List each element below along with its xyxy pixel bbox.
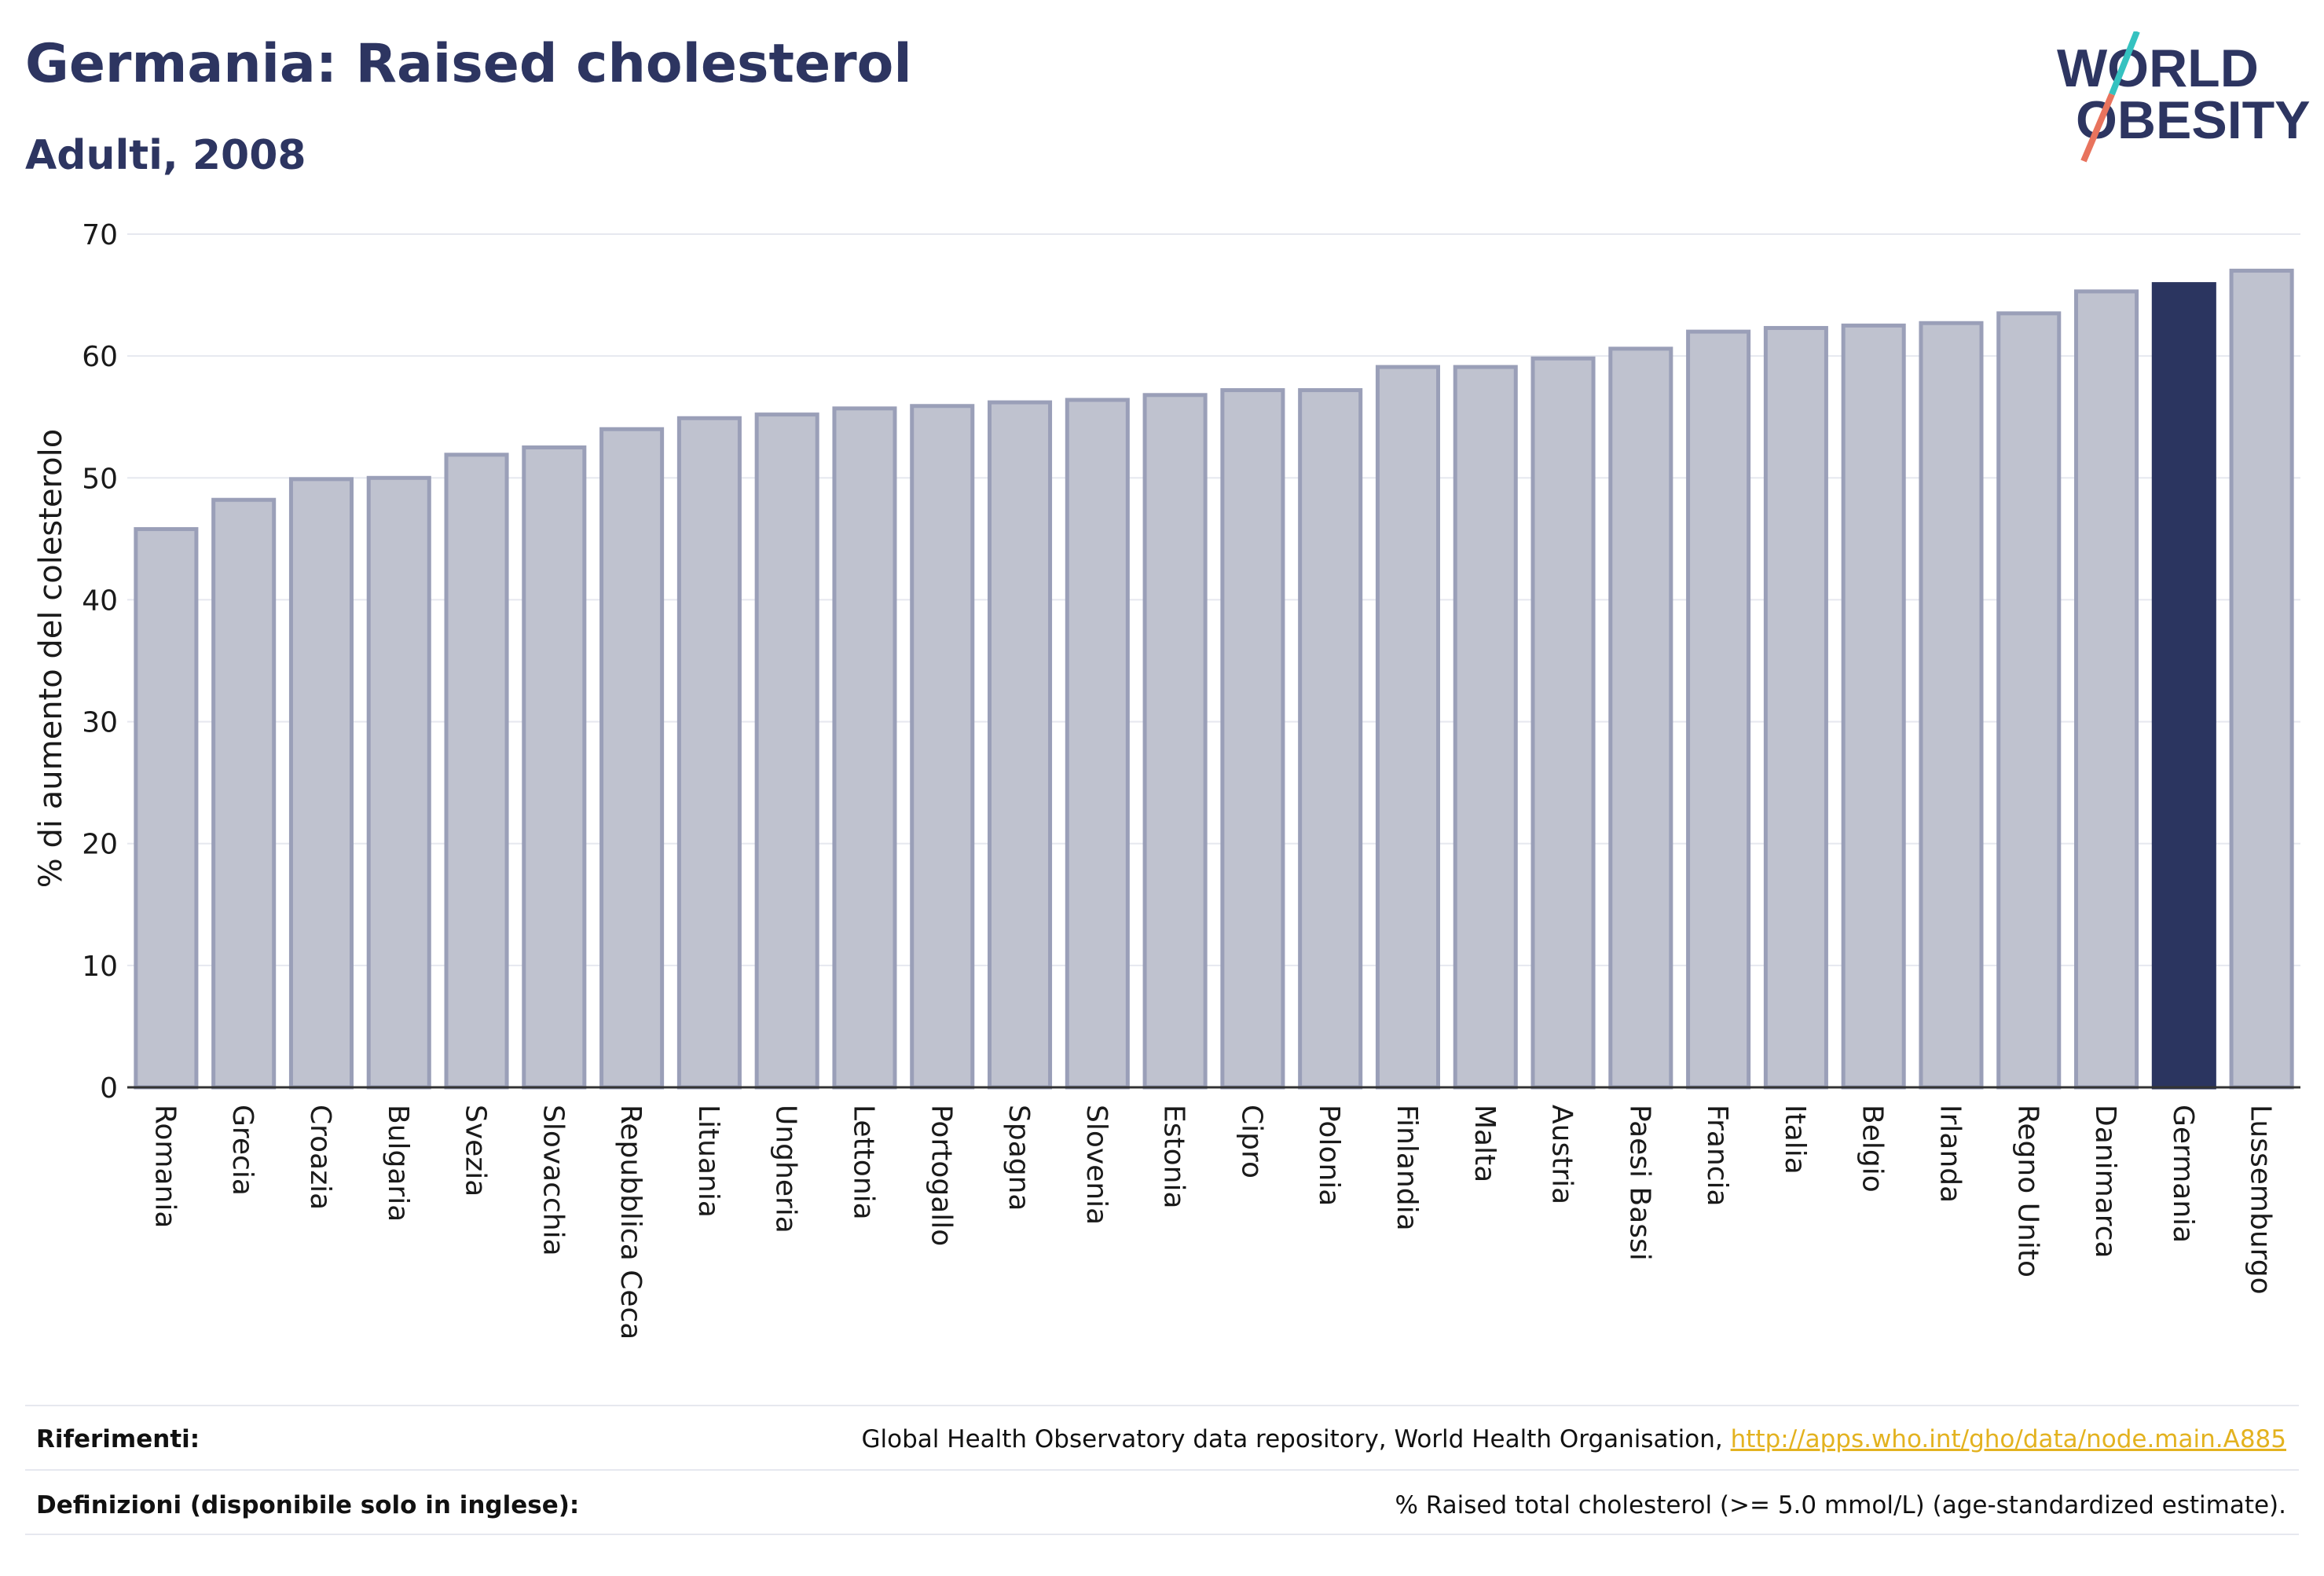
- x-tick-label: Danimarca: [2089, 1105, 2121, 1259]
- x-tick-label: Estonia: [1158, 1105, 1190, 1209]
- bar-austria[interactable]: [1530, 356, 1596, 1090]
- bar-belgio[interactable]: [1841, 323, 1906, 1090]
- footer-divider-bottom: [25, 1534, 2299, 1535]
- references-label: Riferimenti:: [36, 1425, 200, 1453]
- x-tick-label: Paesi Bassi: [1623, 1105, 1655, 1261]
- x-tick-label: Irlanda: [1934, 1105, 1966, 1203]
- bar-bulgaria[interactable]: [366, 475, 431, 1090]
- y-tick-label: 40: [82, 585, 118, 617]
- y-tick-label: 0: [100, 1072, 118, 1105]
- x-tick-label: Croazia: [304, 1105, 336, 1210]
- logo-slash-top: [2109, 31, 2140, 96]
- bar-ungheria[interactable]: [754, 412, 819, 1090]
- bar-lettonia[interactable]: [832, 406, 897, 1090]
- bar-francia[interactable]: [1686, 329, 1751, 1090]
- x-tick-label: Grecia: [226, 1105, 258, 1196]
- x-tick-label: Polonia: [1313, 1105, 1345, 1206]
- x-tick-label: Svezia: [460, 1105, 492, 1197]
- bar-croazia[interactable]: [288, 477, 354, 1090]
- footer-divider-top: [25, 1405, 2299, 1406]
- definitions-label: Definizioni (disponibile solo in inglese…: [36, 1491, 580, 1519]
- world-obesity-logo: WORLD OBESITY: [2057, 31, 2310, 163]
- logo-slash-bottom: [2080, 93, 2115, 163]
- chart-title: Germania: Raised cholesterol: [25, 33, 912, 95]
- y-tick-label: 20: [82, 829, 118, 861]
- x-tick-label: Portogallo: [925, 1105, 957, 1246]
- bar-danimarca[interactable]: [2074, 289, 2139, 1090]
- bar-repubblica-ceca[interactable]: [599, 427, 665, 1090]
- logo-line2: OBESITY: [2076, 90, 2310, 150]
- bar-slovenia[interactable]: [1065, 398, 1130, 1090]
- y-tick-label: 70: [82, 219, 118, 251]
- references-link[interactable]: http://apps.who.int/gho/data/node.main.A…: [1730, 1425, 2286, 1453]
- x-tick-label: Italia: [1779, 1105, 1811, 1175]
- x-tick-label: Ungheria: [770, 1105, 802, 1233]
- bar-germania[interactable]: [2151, 282, 2216, 1090]
- x-tick-label: Lituania: [692, 1105, 724, 1218]
- bar-finlandia[interactable]: [1375, 365, 1440, 1090]
- x-tick-label: Lussemburgo: [2245, 1105, 2277, 1295]
- x-tick-label: Belgio: [1857, 1105, 1889, 1193]
- x-tick-label: Regno Unito: [2011, 1105, 2044, 1277]
- bar-svezia[interactable]: [444, 453, 509, 1090]
- bar-lussemburgo[interactable]: [2229, 269, 2294, 1090]
- bar-malta[interactable]: [1453, 365, 1518, 1090]
- y-tick-label: 60: [82, 341, 118, 373]
- bar-paesi-bassi[interactable]: [1608, 346, 1673, 1090]
- bar-estonia[interactable]: [1142, 393, 1208, 1090]
- x-tick-label: Cipro: [1235, 1105, 1267, 1178]
- y-axis-ticks: 0 10 20 30 40 50 60 70: [82, 219, 118, 1105]
- bar-polonia[interactable]: [1298, 388, 1363, 1090]
- definitions-value: % Raised total cholesterol (>= 5.0 mmol/…: [1395, 1491, 2286, 1519]
- bar-irlanda[interactable]: [1919, 321, 1984, 1090]
- bar-portogallo[interactable]: [910, 404, 975, 1090]
- x-tick-label: Spagna: [1003, 1105, 1035, 1211]
- x-tick-label: Lettonia: [847, 1105, 879, 1220]
- y-tick-label: 10: [82, 951, 118, 983]
- x-tick-label: Bulgaria: [382, 1105, 414, 1222]
- references-text: Global Health Observatory data repositor…: [861, 1425, 1731, 1453]
- x-tick-label: Malta: [1468, 1105, 1501, 1182]
- x-tick-label: Germania: [2167, 1105, 2199, 1243]
- x-tick-label: Slovenia: [1080, 1105, 1113, 1225]
- y-axis-title: % di aumento del colesterolo: [33, 429, 69, 888]
- y-tick-label: 30: [82, 707, 118, 739]
- bar-regno-unito[interactable]: [1996, 311, 2062, 1090]
- bar-italia[interactable]: [1763, 325, 1828, 1090]
- x-tick-label: Francia: [1701, 1105, 1733, 1207]
- x-tick-label: Slovacchia: [537, 1105, 569, 1256]
- references-value: Global Health Observatory data repositor…: [862, 1425, 2286, 1453]
- x-tick-label: Romania: [148, 1105, 181, 1228]
- x-axis-labels: Romania Grecia Croazia Bulgaria Svezia Slovac…: [148, 1105, 2276, 1340]
- footer-divider-middle: [25, 1469, 2299, 1471]
- y-tick-label: 50: [82, 463, 118, 495]
- bar-grecia[interactable]: [211, 497, 277, 1090]
- bar-chart: 0 10 20 30 40 50 60 70 Romania Grecia Croazia Bulg…: [33, 219, 2300, 1340]
- bar-slovacchia[interactable]: [522, 445, 587, 1090]
- logo-line1: WORLD: [2057, 38, 2259, 98]
- x-tick-label: Repubblica Ceca: [614, 1105, 647, 1340]
- x-tick-label: Finlandia: [1391, 1105, 1423, 1231]
- chart-subtitle: Adulti, 2008: [25, 132, 306, 179]
- bar-romania[interactable]: [134, 526, 199, 1090]
- x-tick-label: Austria: [1546, 1105, 1578, 1204]
- bar-spagna[interactable]: [988, 400, 1053, 1090]
- bar-lituania[interactable]: [676, 416, 742, 1090]
- bar-cipro[interactable]: [1220, 388, 1285, 1090]
